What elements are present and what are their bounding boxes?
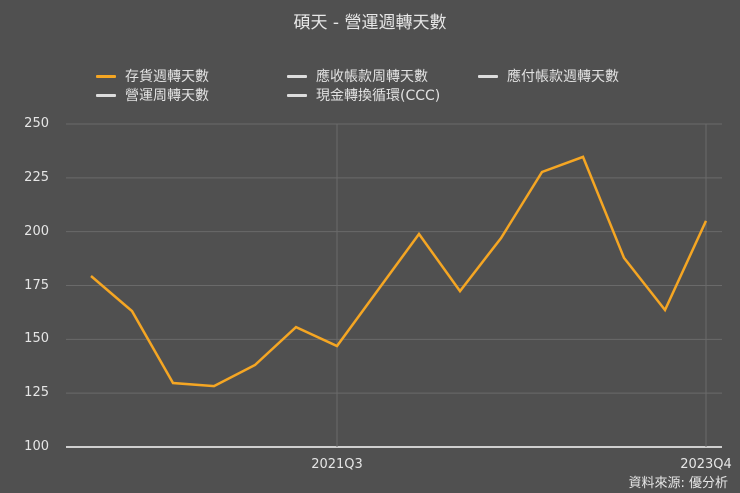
y-tick-label: 125 bbox=[24, 385, 49, 401]
series-line-inventory-days[interactable] bbox=[90, 155, 708, 388]
x-tick-label: 2021Q3 bbox=[311, 457, 363, 472]
chart-title: 碩天 - 營運週轉天數 bbox=[293, 13, 447, 33]
y-tick-label: 225 bbox=[24, 169, 49, 185]
legend-item[interactable]: 存貨週轉天數 bbox=[96, 66, 209, 86]
y-tick-label: 100 bbox=[24, 439, 49, 454]
legend-swatch-icon bbox=[287, 74, 307, 78]
legend-swatch-icon bbox=[287, 93, 307, 97]
y-tick-label: 150 bbox=[24, 331, 49, 347]
y-tick-label: 250 bbox=[24, 116, 49, 131]
legend-label: 現金轉換循環(CCC) bbox=[316, 88, 441, 104]
chart-legend: 存貨週轉天數 應收帳款周轉天數 應付帳款週轉天數營運周轉天數 現金轉換循環(CCC) bbox=[0, 0, 740, 110]
source-note: 資料來源: 優分析 bbox=[628, 476, 728, 491]
legend-label: 存貨週轉天數 bbox=[125, 69, 209, 85]
y-tick-label: 200 bbox=[24, 223, 49, 239]
y-tick-label: 175 bbox=[24, 277, 49, 293]
legend-item[interactable]: 現金轉換循環(CCC) bbox=[287, 85, 440, 105]
legend-item[interactable]: 營運周轉天數 bbox=[96, 85, 209, 105]
legend-label: 應收帳款周轉天數 bbox=[316, 69, 428, 85]
legend-label: 應付帳款週轉天數 bbox=[507, 69, 619, 85]
legend-swatch-icon bbox=[478, 74, 498, 78]
legend-label: 營運周轉天數 bbox=[125, 88, 209, 104]
x-tick-label: 2023Q4 bbox=[680, 457, 732, 472]
legend-item[interactable]: 應付帳款週轉天數 bbox=[478, 66, 619, 86]
legend-swatch-icon bbox=[96, 74, 116, 78]
legend-swatch-icon bbox=[96, 93, 116, 97]
legend-item[interactable]: 應收帳款周轉天數 bbox=[287, 66, 428, 86]
